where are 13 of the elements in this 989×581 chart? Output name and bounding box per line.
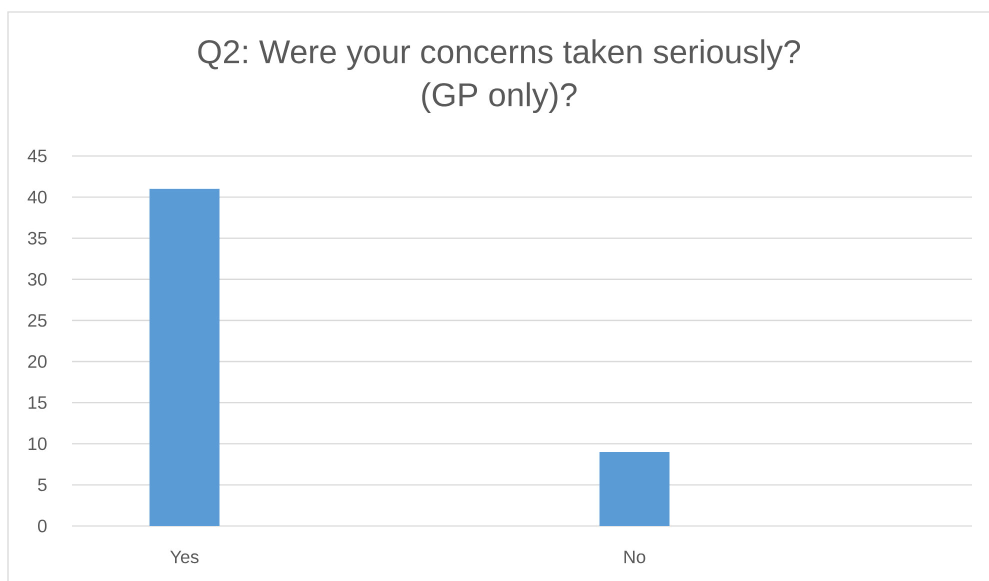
x-tick-label: No bbox=[624, 550, 646, 564]
y-tick-label: 10 bbox=[28, 437, 47, 450]
y-tick-label: 35 bbox=[28, 232, 47, 245]
x-tick-label: Yes bbox=[170, 550, 199, 564]
y-tick-label: 0 bbox=[38, 520, 47, 532]
chart-title: Q2: Were your concerns taken seriously? (GP only)? bbox=[198, 39, 800, 114]
y-tick-label: 25 bbox=[28, 314, 47, 327]
y-tick-label: 5 bbox=[38, 478, 47, 492]
y-tick-label: 45 bbox=[28, 150, 47, 162]
y-tick-label: 20 bbox=[28, 355, 47, 368]
y-tick-label: 40 bbox=[28, 190, 47, 204]
y-tick-label: 30 bbox=[28, 272, 47, 286]
y-tick-label: 15 bbox=[28, 396, 47, 409]
